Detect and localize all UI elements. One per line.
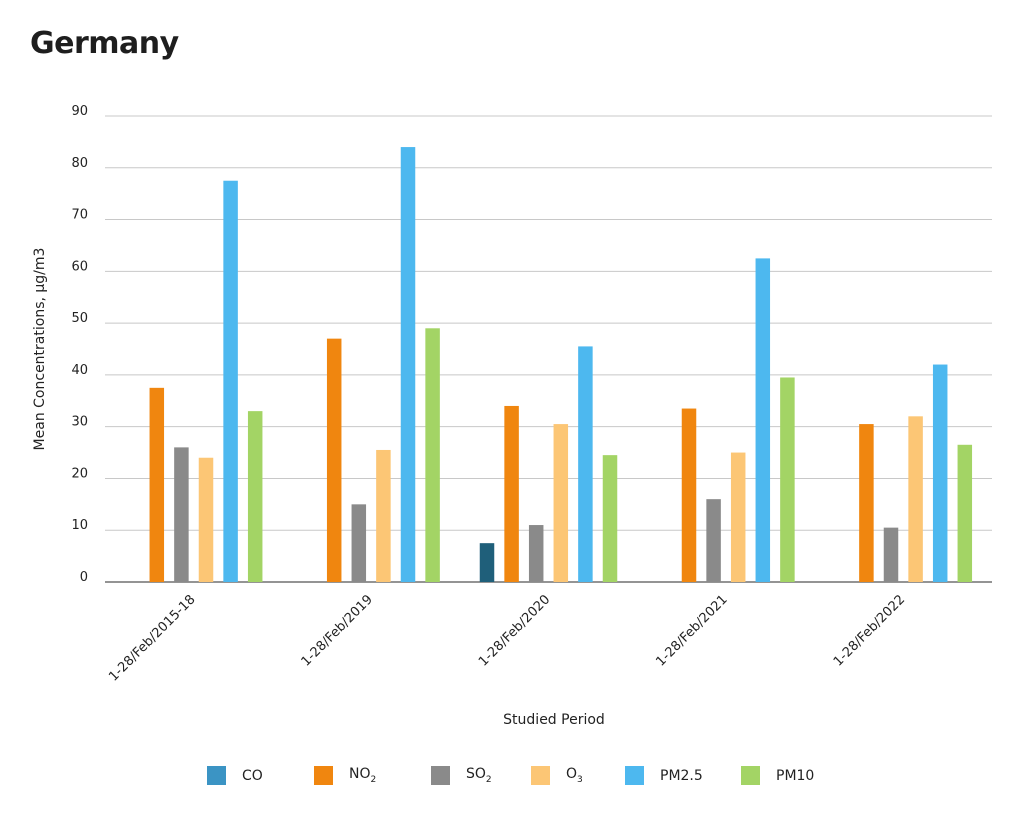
legend-label: CO <box>242 768 263 784</box>
legend-item: PM2.5 <box>625 766 703 785</box>
bar-pm25-1 <box>223 180 238 582</box>
bar-pm10-2 <box>425 328 440 582</box>
bar-no2-5 <box>859 424 874 582</box>
legend-label-text: CO <box>242 767 263 784</box>
y-tick-label: 10 <box>71 518 88 533</box>
x-axis-ticks: 1-28/Feb/2015-18 1-28/Feb/2019 1-28/Feb/20… <box>106 592 908 684</box>
y-tick-label: 30 <box>71 415 88 430</box>
legend-label: PM10 <box>776 768 814 784</box>
legend: CO NO2 SO2 O3 PM2.5 PM10 <box>0 766 1024 792</box>
legend-swatch <box>741 766 760 785</box>
x-tick-label: 1-28/Feb/2021 <box>653 592 730 669</box>
bar-o3-5 <box>908 416 923 582</box>
bar-so2-2 <box>351 504 367 582</box>
bar-no2-3 <box>504 405 519 582</box>
y-tick-label: 20 <box>71 466 88 481</box>
bar-o3-1 <box>198 457 214 582</box>
legend-label-text: NO <box>349 766 371 783</box>
legend-label: O3 <box>566 766 583 785</box>
bar-pm10-4 <box>780 377 795 582</box>
chart-title: Germany <box>30 26 179 61</box>
legend-label-text: O <box>566 766 578 783</box>
x-tick-label: 1-28/Feb/2022 <box>831 592 908 669</box>
y-tick-label: 40 <box>71 363 88 378</box>
y-tick-label: 70 <box>71 208 88 223</box>
bar-o3-3 <box>553 424 569 582</box>
legend-swatch <box>625 766 644 785</box>
y-tick-label: 80 <box>71 156 88 171</box>
legend-item: NO2 <box>314 766 376 785</box>
bar-so2-3 <box>528 525 544 582</box>
legend-item: SO2 <box>431 766 492 785</box>
x-tick-label: 1-28/Feb/2020 <box>476 592 553 669</box>
legend-label-subscript: 2 <box>485 774 492 785</box>
legend-label-subscript: 3 <box>577 774 583 785</box>
bar-pm10-5 <box>957 444 973 582</box>
bar-pm25-4 <box>755 258 771 582</box>
legend-label-text: PM2.5 <box>660 767 703 784</box>
legend-swatch <box>531 766 550 785</box>
legend-label-text: PM10 <box>776 767 815 784</box>
legend-label: PM2.5 <box>660 768 703 784</box>
bar-co-3 <box>479 543 495 582</box>
legend-swatch <box>314 766 333 785</box>
bar-so2-1 <box>174 447 189 582</box>
bar-pm25-2 <box>400 147 416 583</box>
y-axis-title: Mean Concentrations, μg/m3 <box>32 248 48 451</box>
bar-so2-4 <box>706 499 721 582</box>
bar-no2-2 <box>326 338 342 582</box>
legend-item: O3 <box>531 766 583 785</box>
legend-swatch <box>431 766 450 785</box>
bar-no2-1 <box>149 387 165 582</box>
legend-label: NO2 <box>349 766 376 785</box>
y-tick-label: 50 <box>71 311 88 326</box>
bar-no2-4 <box>681 408 697 582</box>
legend-item: PM10 <box>741 766 814 785</box>
gridlines <box>105 115 992 583</box>
legend-swatch <box>207 766 226 785</box>
bar-pm10-3 <box>602 455 618 582</box>
bar-o3-4 <box>730 452 746 582</box>
bar-o3-2 <box>376 449 391 582</box>
y-tick-label: 60 <box>71 259 88 274</box>
legend-label-subscript: 2 <box>370 774 377 785</box>
y-tick-label: 90 <box>71 104 88 119</box>
x-tick-label: 1-28/Feb/2015-18 <box>106 592 198 684</box>
y-axis-ticks: 0 10 20 30 40 50 60 70 80 90 <box>71 104 88 585</box>
bar-so2-5 <box>883 527 899 582</box>
bars <box>149 147 973 583</box>
x-tick-label: 1-28/Feb/2019 <box>299 592 376 669</box>
bar-pm25-3 <box>578 346 593 582</box>
bar-pm25-5 <box>932 364 948 582</box>
y-tick-label: 0 <box>80 570 88 585</box>
legend-item: CO <box>207 766 263 785</box>
x-axis-title: Studied Period <box>503 712 605 728</box>
legend-label: SO2 <box>466 766 492 785</box>
legend-label-text: SO <box>466 766 486 783</box>
bar-pm10-1 <box>247 411 263 582</box>
